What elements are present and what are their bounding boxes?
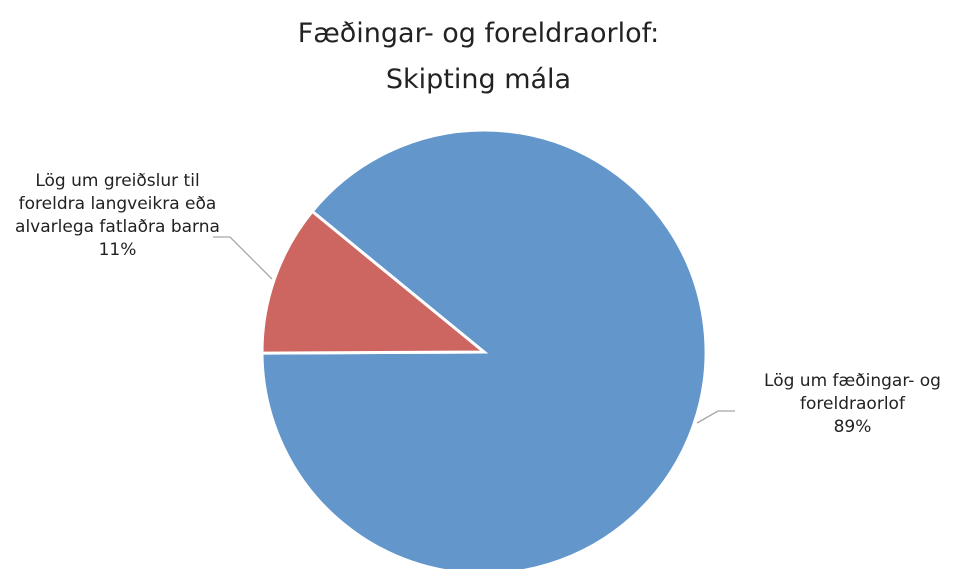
slice-label: Lög um greiðslur til foreldra langveikra… xyxy=(5,170,230,262)
pie-slice xyxy=(260,209,489,355)
slice-label: Lög um fæðingar- og foreldraorlof 89% xyxy=(755,370,950,439)
chart-title: Fæðingar- og foreldraorlof: xyxy=(297,18,660,49)
chart-title: Skipting mála xyxy=(385,64,572,95)
leader-line xyxy=(696,410,735,424)
pie-slice xyxy=(260,128,708,569)
category-label: Lög um greiðslur til foreldra langveikra… xyxy=(15,171,220,237)
value-label: 11% xyxy=(98,240,137,260)
leader-line xyxy=(213,236,273,280)
category-label: Lög um fæðingar- og foreldraorlof xyxy=(764,371,941,414)
value-label: 89% xyxy=(833,417,872,437)
